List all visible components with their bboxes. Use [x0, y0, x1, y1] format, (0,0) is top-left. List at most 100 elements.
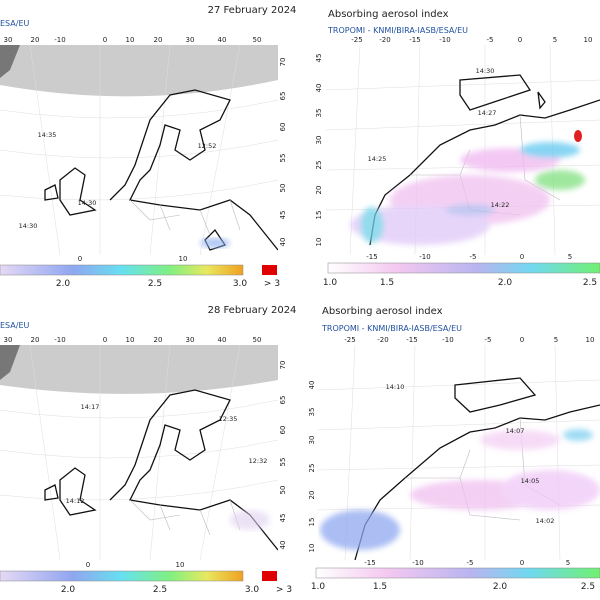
map-africa-28	[318, 345, 600, 560]
overpass-time: 12:32	[249, 457, 268, 465]
lat-label: 55	[279, 458, 287, 467]
lat-label: 10	[315, 238, 323, 247]
lon-label: 30	[4, 336, 13, 344]
lat-label: 45	[279, 211, 287, 220]
overpass-time: 14:30	[78, 199, 97, 207]
lat-label: 55	[279, 154, 287, 163]
overpass-time: 14:22	[491, 201, 510, 209]
colorbar-label: 3.0	[233, 279, 248, 289]
colorbar-label: 1.0	[311, 582, 326, 592]
lon-label: -10	[412, 559, 423, 567]
lon-label: -5	[470, 253, 477, 261]
map-europe-27	[0, 45, 278, 255]
credit: ESA/EU	[0, 19, 30, 28]
lon-label: 10	[176, 561, 185, 569]
lon-label: 0	[520, 253, 524, 261]
lat-label: 50	[279, 184, 287, 193]
overpass-time: 14:07	[506, 427, 525, 435]
lon-label: 40	[218, 36, 227, 44]
lon-label: 0	[518, 36, 522, 44]
lat-label: 35	[315, 109, 323, 118]
colorbar-label: 2.5	[153, 585, 167, 595]
colorbar-label: 2.0	[61, 585, 76, 595]
lon-label: 20	[154, 36, 163, 44]
lat-label: 45	[279, 514, 287, 523]
lon-label: -5	[485, 336, 492, 344]
lon-label: -25	[351, 36, 362, 44]
lon-label: 5	[568, 253, 572, 261]
lat-label: 15	[315, 211, 323, 220]
lat-label: 45	[315, 54, 323, 63]
lon-label: -20	[377, 336, 388, 344]
overpass-time: 14:05	[521, 477, 540, 485]
lat-label: 40	[279, 238, 287, 247]
date: 28 February 2024	[208, 305, 297, 316]
colorbar-over	[262, 571, 277, 581]
lat-label: 35	[308, 408, 316, 417]
lon-label: 30	[4, 36, 13, 44]
lat-label: 25	[315, 161, 323, 170]
lon-label: -10	[54, 336, 65, 344]
colorbar-over	[262, 265, 277, 275]
map-africa-27	[326, 45, 600, 255]
colorbar-label: > 3	[276, 585, 292, 595]
lon-label: 10	[179, 255, 188, 263]
colorbar-label: 1.5	[380, 278, 394, 288]
colorbar-label: 1.0	[323, 278, 338, 288]
lon-label: -5	[487, 36, 494, 44]
lon-label: 30	[186, 336, 195, 344]
lat-label: 40	[279, 541, 287, 550]
hotspot	[574, 130, 582, 142]
lon-label: 10	[586, 336, 595, 344]
overpass-time: 12:52	[198, 142, 217, 150]
lon-label: -15	[364, 559, 375, 567]
lat-label: 65	[279, 92, 287, 101]
lat-label: 25	[308, 464, 316, 473]
lat-label: 50	[279, 486, 287, 495]
overpass-time: 12:35	[219, 415, 238, 423]
source: TROPOMI - KNMI/BIRA-IASB/ESA/EU	[321, 324, 462, 333]
colorbar	[0, 570, 244, 582]
lon-label: 40	[218, 336, 227, 344]
colorbar	[327, 262, 600, 274]
lon-label: 0	[520, 336, 524, 344]
map-europe-28	[0, 345, 278, 560]
lat-label: 20	[308, 491, 316, 500]
lon-label: -25	[344, 336, 355, 344]
lon-label: 5	[566, 559, 570, 567]
lon-label: 5	[553, 36, 557, 44]
lon-label: -10	[439, 36, 450, 44]
lon-label: -15	[409, 36, 420, 44]
lat-label: 40	[315, 84, 323, 93]
title: Absorbing aerosol index	[322, 306, 443, 317]
overpass-time: 14:02	[536, 517, 555, 525]
lon-label: 20	[31, 336, 40, 344]
colorbar-label: > 3	[264, 279, 280, 289]
credit: ESA/EU	[0, 321, 30, 330]
lon-label: -15	[366, 253, 377, 261]
lat-label: 15	[308, 518, 316, 527]
colorbar	[0, 264, 244, 276]
overpass-time: 14:35	[38, 131, 57, 139]
lon-label: -10	[419, 253, 430, 261]
colorbar	[315, 567, 600, 579]
lat-label: 60	[279, 426, 287, 435]
colorbar-label: 2.5	[583, 278, 597, 288]
lat-label: 70	[279, 58, 287, 67]
colorbar-label: 2.0	[56, 279, 71, 289]
lon-label: 10	[126, 336, 135, 344]
colorbar-label: 2.5	[148, 279, 162, 289]
lat-label: 65	[279, 396, 287, 405]
lon-label: 5	[554, 336, 558, 344]
lat-label: 60	[279, 123, 287, 132]
overpass-time: 14:30	[476, 67, 495, 75]
title: Absorbing aerosol index	[328, 9, 449, 20]
overpass-time: 14:12	[66, 497, 85, 505]
lat-label: 20	[315, 186, 323, 195]
lon-label: 0	[520, 559, 524, 567]
lon-label: 30	[186, 36, 195, 44]
colorbar-label: 2.5	[581, 582, 595, 592]
colorbar-label: 2.0	[498, 278, 513, 288]
overpass-time: 14:25	[368, 155, 387, 163]
colorbar-label: 3.0	[245, 585, 260, 595]
